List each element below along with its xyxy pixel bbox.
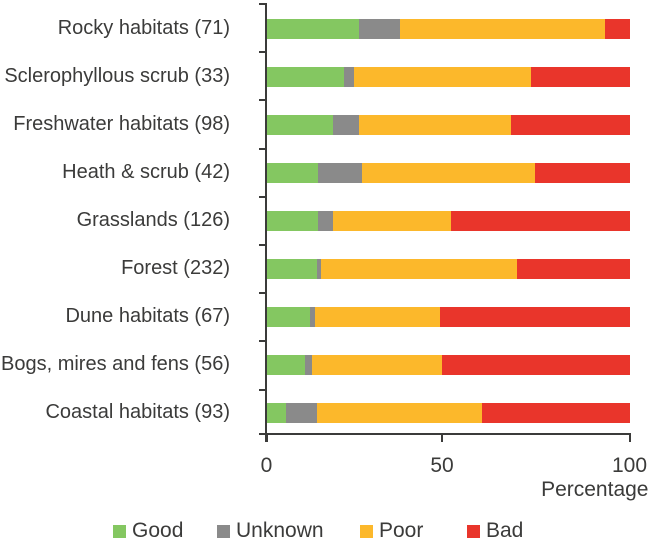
bar-segment-poor: [354, 67, 531, 87]
bar-segment-unknown: [316, 259, 322, 279]
legend-swatch-bad: [467, 524, 480, 538]
legend-swatch-unknown: [217, 524, 230, 538]
bar-segment-unknown: [305, 355, 312, 375]
bar-segment-unknown: [309, 307, 316, 327]
bar-row: [266, 19, 631, 39]
x-axis-tick: [441, 435, 443, 442]
x-tick-label: 0: [260, 454, 273, 477]
bar-segment-unknown: [286, 403, 318, 423]
bar-segment-good: [266, 67, 344, 87]
bar-segment-bad: [530, 67, 631, 87]
legend-swatch-good: [113, 524, 126, 538]
bar-row: [266, 403, 631, 423]
category-label: Rocky habitats (71): [57, 17, 230, 39]
x-tick-label: 50: [430, 454, 454, 477]
y-axis-tick: [258, 195, 266, 198]
bar-segment-unknown: [343, 67, 355, 87]
bar-segment-good: [266, 211, 319, 231]
bar-row: [266, 211, 631, 231]
legend-item-unknown: Unknown: [217, 519, 324, 542]
legend-label: Poor: [379, 519, 424, 542]
category-label: Bogs, mires and fens (56): [1, 353, 230, 375]
bar-segment-bad: [534, 163, 631, 183]
y-axis-tick: [258, 51, 266, 54]
bar-segment-poor: [399, 19, 605, 39]
bar-row: [266, 355, 631, 375]
bar-segment-poor: [333, 211, 452, 231]
bar-segment-good: [266, 115, 334, 135]
bar-segment-bad: [604, 19, 631, 39]
legend-item-bad: Bad: [467, 519, 523, 542]
bar-row: [266, 163, 631, 183]
y-axis-tick: [258, 99, 266, 102]
legend-label: Bad: [486, 519, 524, 542]
bar-segment-bad: [441, 355, 631, 375]
bar-segment-bad: [481, 403, 631, 423]
bar-segment-unknown: [318, 211, 334, 231]
y-axis-tick: [258, 292, 266, 295]
category-label: Heath & scrub (42): [62, 161, 230, 183]
bar-row: [266, 307, 631, 327]
y-axis-tick: [258, 340, 266, 343]
bar-segment-good: [266, 403, 287, 423]
category-label: Dune habitats (67): [65, 305, 230, 327]
bar-row: [266, 259, 631, 279]
legend-label: Unknown: [236, 519, 324, 542]
category-label: Freshwater habitats (98): [13, 113, 230, 135]
category-label: Sclerophyllous scrub (33): [4, 65, 230, 87]
y-axis-tick: [258, 3, 266, 5]
x-tick-label: 100: [611, 454, 648, 477]
y-axis-tick: [258, 147, 266, 150]
legend-label: Good: [132, 519, 184, 542]
x-axis-tick: [265, 435, 268, 442]
legend-swatch-poor: [360, 524, 373, 538]
bar-segment-unknown: [333, 115, 360, 135]
bar-segment-unknown: [318, 163, 362, 183]
bar-segment-bad: [517, 259, 631, 279]
y-axis-tick: [258, 388, 266, 391]
x-axis-line: [258, 433, 631, 435]
bar-segment-poor: [361, 163, 535, 183]
bar-segment-poor: [317, 403, 482, 423]
bar-segment-poor: [321, 259, 518, 279]
bar-segment-good: [266, 163, 319, 183]
category-label: Grasslands (126): [76, 209, 230, 231]
bar-segment-good: [266, 307, 310, 327]
bar-row: [266, 67, 631, 87]
y-axis-tick: [258, 244, 266, 246]
category-label: Forest (232): [121, 257, 230, 279]
bar-segment-good: [266, 355, 306, 375]
bar-segment-poor: [311, 355, 442, 375]
legend-item-poor: Poor: [360, 519, 423, 542]
bar-segment-poor: [315, 307, 440, 327]
bar-segment-bad: [451, 211, 631, 231]
bar-segment-poor: [359, 115, 512, 135]
x-axis-title: Percentage: [541, 477, 649, 501]
x-axis-tick: [628, 435, 631, 442]
y-axis-line: [264, 3, 267, 442]
bar-row: [266, 115, 631, 135]
bar-segment-good: [266, 19, 359, 39]
bar-segment-bad: [439, 307, 631, 327]
bar-segment-bad: [511, 115, 631, 135]
legend-item-good: Good: [113, 519, 183, 542]
bar-segment-unknown: [358, 19, 400, 39]
bar-segment-good: [266, 259, 317, 279]
category-label: Coastal habitats (93): [45, 401, 230, 423]
